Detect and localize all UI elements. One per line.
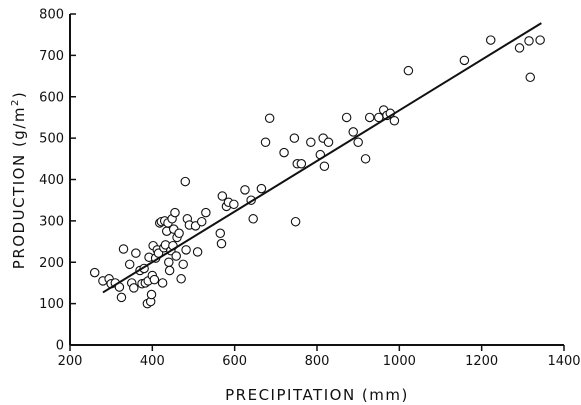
data-point [248, 214, 258, 224]
data-point [229, 199, 239, 210]
y-tick-label: 500 [39, 132, 64, 147]
data-point [319, 161, 330, 172]
data-point [180, 176, 191, 187]
data-point [192, 247, 203, 257]
data-point [149, 274, 160, 285]
y-tick-label: 400 [39, 173, 64, 188]
data-point [290, 216, 301, 227]
data-point [348, 127, 358, 137]
x-axis-ticks: 200 400 600 800 1000 1200 1400 [58, 345, 581, 369]
data-point [364, 112, 375, 123]
x-tick-label: 800 [305, 354, 330, 369]
data-point [157, 278, 168, 288]
data-point [514, 43, 525, 53]
data-point [360, 154, 371, 164]
x-tick-label: 400 [140, 354, 165, 369]
data-point [459, 55, 470, 66]
data-point [176, 274, 186, 284]
data-point [279, 147, 289, 158]
plot-frame [69, 14, 564, 346]
y-tick-label: 700 [39, 49, 64, 64]
data-point [216, 238, 227, 249]
data-point [217, 191, 228, 201]
data-point [260, 137, 271, 148]
data-point [164, 265, 175, 276]
y-tick-label: 300 [39, 214, 64, 229]
data-point [124, 259, 135, 270]
data-point [196, 216, 207, 227]
regression-line [102, 22, 542, 294]
data-point [525, 72, 535, 83]
data-point [256, 183, 267, 194]
data-point [171, 251, 181, 261]
y-tick-label: 200 [39, 256, 64, 271]
x-tick-label: 600 [222, 354, 247, 369]
data-point [323, 137, 334, 148]
data-point [524, 36, 534, 46]
y-axis-title: PRODUCTION (g/m2) [10, 91, 28, 269]
data-point [240, 185, 250, 195]
y-axis-title-superscript: 2 [10, 98, 21, 106]
data-point [535, 35, 545, 45]
data-point [306, 137, 316, 148]
data-point [178, 259, 188, 270]
y-tick-label: 100 [39, 297, 64, 312]
data-point [170, 207, 180, 218]
y-axis-ticks: 0 100 200 300 400 500 600 700 800 [39, 8, 76, 354]
data-point [289, 133, 300, 143]
data-point [181, 245, 191, 255]
x-tick-label: 1000 [383, 354, 416, 369]
data-points [89, 35, 545, 309]
x-tick-label: 1400 [547, 354, 580, 369]
data-point [341, 112, 352, 123]
data-point [129, 283, 139, 293]
data-point [264, 113, 275, 124]
data-point [485, 35, 496, 45]
data-point [296, 159, 307, 169]
data-point [116, 292, 127, 303]
x-tick-label: 1200 [465, 354, 498, 369]
data-point [353, 137, 363, 148]
data-point [89, 267, 100, 278]
y-axis-title-main: PRODUCTION (g/m [10, 106, 28, 269]
data-point [389, 115, 400, 126]
y-tick-label: 800 [39, 8, 64, 23]
data-point [118, 244, 129, 254]
y-axis-title-end: ) [10, 91, 28, 98]
data-point [403, 65, 414, 76]
data-point [215, 228, 226, 239]
data-point [201, 207, 211, 218]
y-tick-label: 600 [39, 90, 64, 105]
data-point [131, 248, 141, 258]
data-point [164, 257, 174, 267]
x-axis-title: PRECIPITATION (mm) [225, 386, 409, 404]
x-tick-label: 200 [58, 354, 83, 369]
y-tick-label: 0 [56, 339, 64, 354]
data-point [146, 289, 157, 300]
data-point [174, 228, 184, 239]
